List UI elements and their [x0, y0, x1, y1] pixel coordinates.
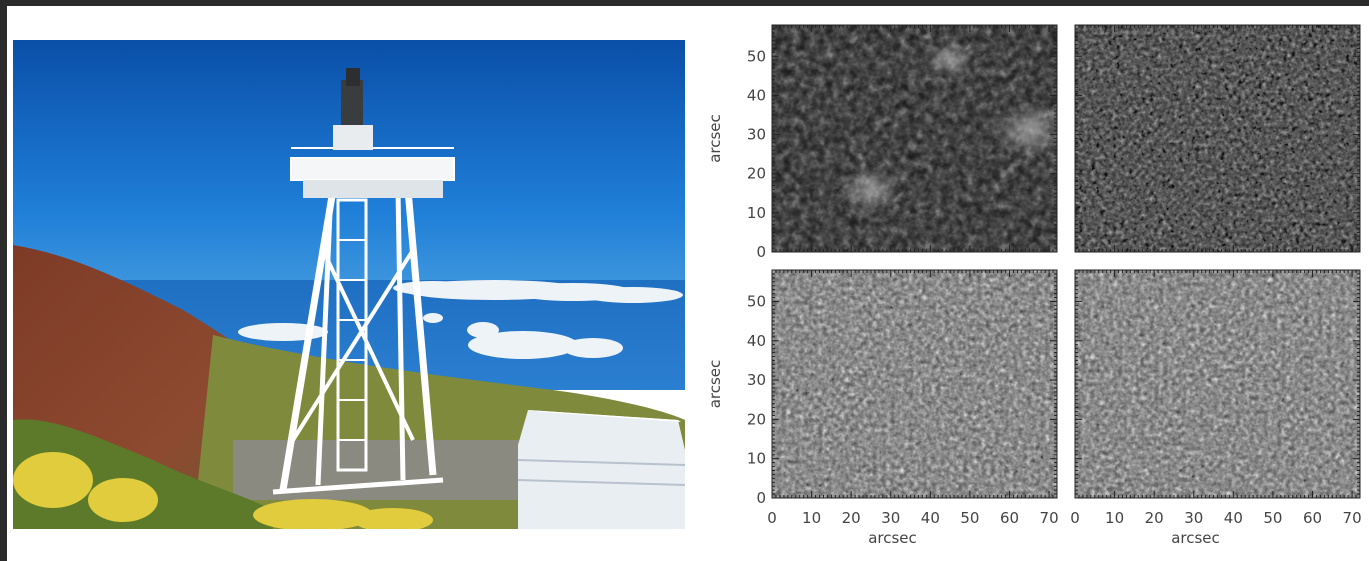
- y-tick-label: 0: [756, 243, 766, 261]
- y-tick-label: 20: [747, 410, 766, 428]
- panel-bottom-left-image: [772, 270, 1057, 498]
- x-tick-label: 0: [1070, 509, 1080, 527]
- x-tick-label: 70: [1040, 509, 1059, 527]
- x-tick-label: 10: [1105, 509, 1124, 527]
- top-border-bar: [0, 0, 1369, 6]
- panel-top-left-bright-patch: [995, 102, 1065, 158]
- y-tick-label: 50: [747, 292, 766, 310]
- x-tick-label: 60: [1000, 509, 1019, 527]
- y-tick-label: 20: [747, 165, 766, 183]
- y-tick-label: 40: [747, 332, 766, 350]
- telescope-tower-photo: [13, 40, 685, 529]
- y-tick-label: 30: [747, 371, 766, 389]
- solar-granulation-figure: 0 10 20 30 40 50 arcsec 0 10 20 30 40 50 arcsec 0 10 20 3…: [706, 24, 1362, 547]
- panel-top-left-bright-patch: [840, 166, 900, 214]
- y-tick-label: 30: [747, 126, 766, 144]
- axes-layer: 0 10 20 30 40 50 arcsec 0 10 20 30 40 50 arcsec 0 10 20 3…: [706, 24, 1362, 547]
- observation-platform: [290, 147, 455, 198]
- clouds: [238, 280, 683, 359]
- x-tick-label: 20: [842, 509, 861, 527]
- left-border-bar: [0, 0, 7, 561]
- y-tick-label: 0: [756, 489, 766, 507]
- telescope-tower: [272, 189, 444, 495]
- x-tick-label: 30: [881, 509, 900, 527]
- x-tick-label: 40: [1224, 509, 1243, 527]
- y-axis-label: arcsec: [706, 360, 724, 409]
- x-tick-label: 0: [767, 509, 777, 527]
- x-axis-label: arcsec: [1171, 529, 1220, 547]
- x-tick-label: 50: [1263, 509, 1282, 527]
- telescope-instrument: [333, 68, 373, 150]
- x-tick-label: 60: [1303, 509, 1322, 527]
- x-tick-label: 50: [960, 509, 979, 527]
- yellow-flowers: [13, 452, 433, 529]
- y-tick-label: 50: [747, 47, 766, 65]
- x-tick-label: 10: [802, 509, 821, 527]
- y-tick-label: 10: [747, 450, 766, 468]
- panel-top-left-bright-patch: [925, 42, 975, 78]
- panel-bottom-right-image: [1075, 270, 1360, 498]
- x-tick-label: 40: [921, 509, 940, 527]
- panel-top-right-image: [1075, 25, 1360, 252]
- y-tick-label: 10: [747, 204, 766, 222]
- white-building: [517, 410, 685, 529]
- x-tick-label: 70: [1343, 509, 1362, 527]
- x-tick-label: 30: [1184, 509, 1203, 527]
- x-axis-label: arcsec: [868, 529, 917, 547]
- x-tick-label: 20: [1145, 509, 1164, 527]
- y-axis-label: arcsec: [706, 114, 724, 163]
- y-tick-label: 40: [747, 86, 766, 104]
